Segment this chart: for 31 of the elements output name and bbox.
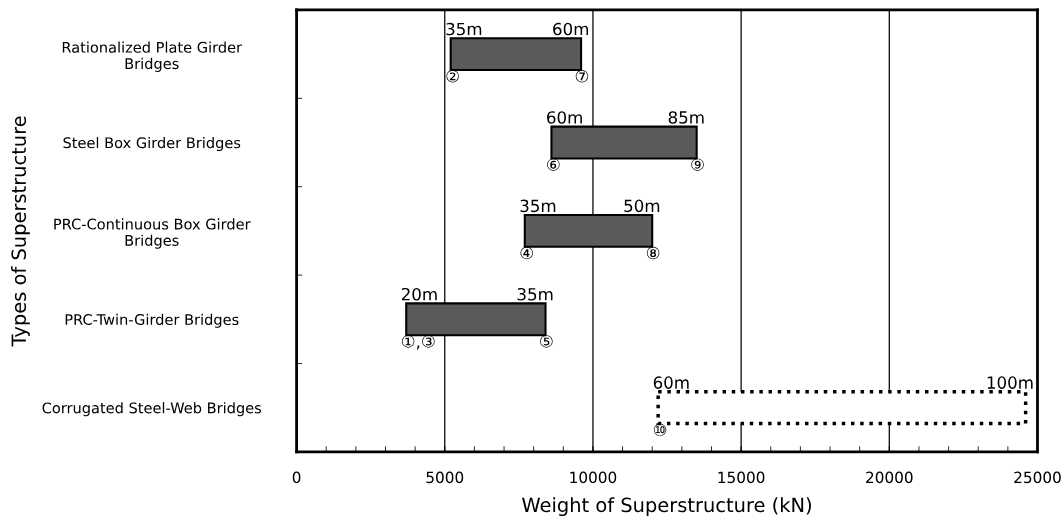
annotation: ⑥	[547, 158, 560, 171]
annotation: 60m	[653, 376, 689, 389]
x-tick-label: 20000	[866, 471, 913, 484]
annotation: 60m	[547, 111, 582, 124]
x-tick-label: 5000	[426, 471, 464, 484]
y-tick-label: Rationalized Plate Girder Bridges	[62, 41, 243, 72]
annotation: ⑤	[540, 335, 553, 348]
bar	[449, 37, 583, 72]
x-tick-label: 10000	[570, 471, 617, 484]
annotation: 35m	[520, 199, 556, 213]
x-tick-label: 25000	[1014, 471, 1061, 484]
annotation: 60m	[553, 22, 589, 36]
annotation: ⑧	[646, 246, 660, 260]
annotation: 50m	[624, 199, 660, 213]
annotation: ⑦	[575, 70, 589, 83]
y-tick-label: PRC-Continuous Box Girder Bridges	[54, 218, 251, 249]
annotation: ⑩	[653, 423, 667, 437]
annotation: 35m	[446, 22, 482, 36]
y-tick-label: Corrugated Steel-Web Bridges	[42, 402, 262, 417]
x-tick-label: 0	[292, 471, 301, 484]
y-tick-label: Steel Box Girder Bridges	[63, 136, 241, 152]
y-tick-label: PRC-Twin-Girder Bridges	[65, 313, 239, 328]
annotation: 85m	[668, 111, 704, 124]
x-tick-label: 15000	[718, 471, 765, 484]
annotation: 20m	[401, 287, 437, 301]
annotation: 100m	[987, 376, 1033, 389]
annotation: 35m	[517, 287, 553, 301]
annotation: ④	[520, 246, 533, 260]
annotation: ⑨	[691, 158, 704, 171]
y-axis-title: Types of Superstructure	[11, 116, 30, 347]
x-axis-title: Weight of Superstructure (kN)	[522, 497, 811, 517]
